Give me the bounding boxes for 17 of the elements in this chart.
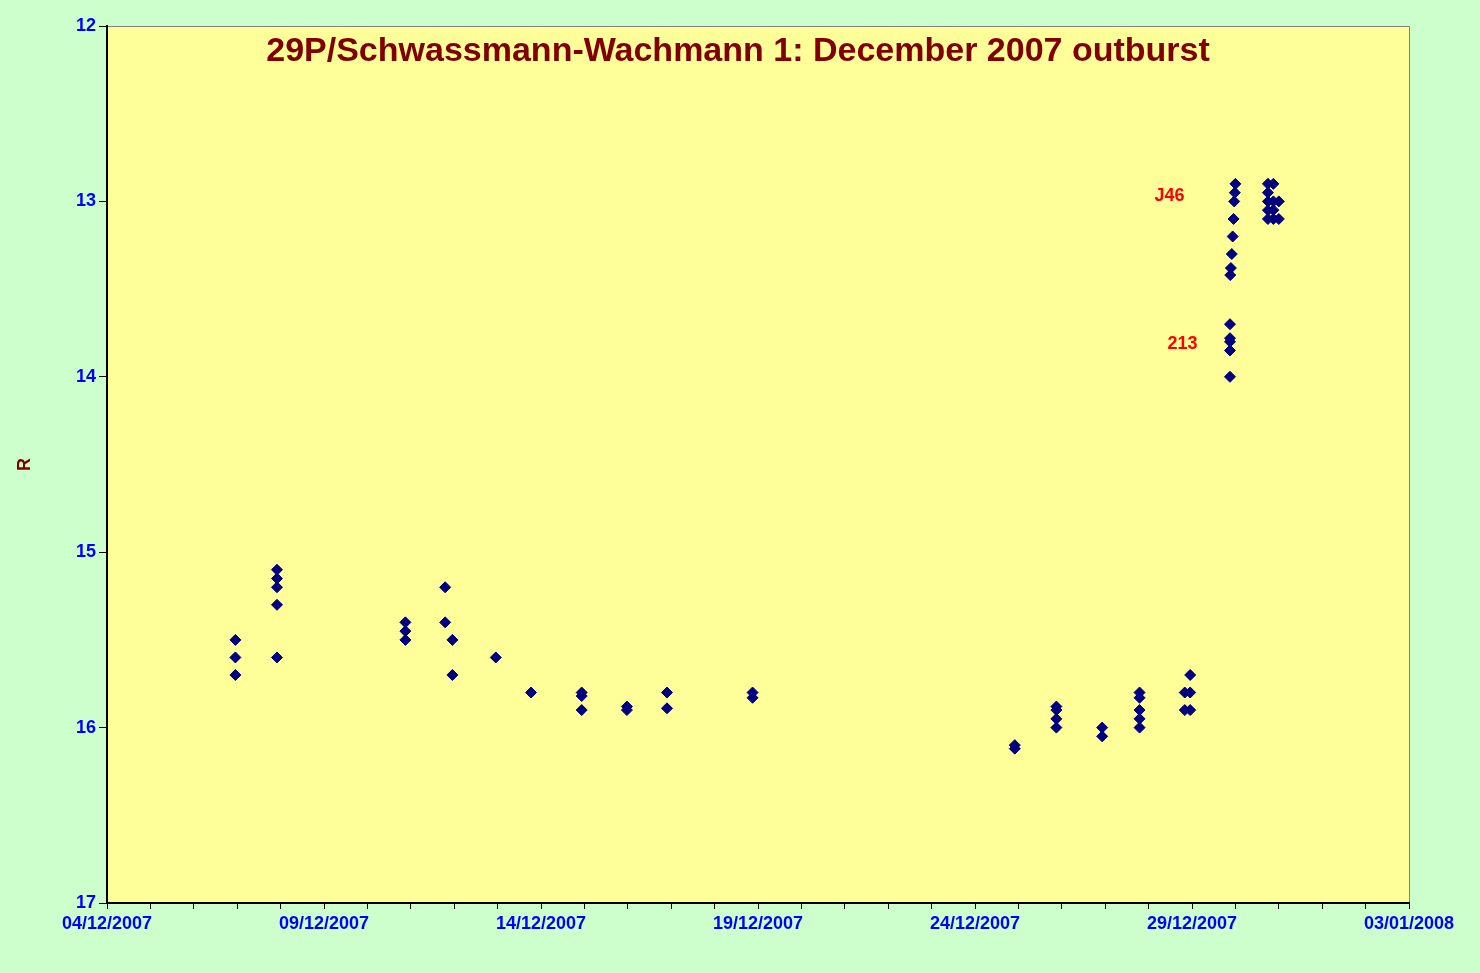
y-axis-title: R: [13, 458, 34, 471]
x-tick-label: 03/01/2008: [1363, 912, 1455, 933]
x-tick-label: 09/12/2007: [278, 912, 370, 933]
x-tick-label: 24/12/2007: [929, 912, 1021, 933]
x-tick-label: 04/12/2007: [61, 912, 153, 933]
y-tick-label: 16: [75, 716, 96, 737]
y-tick-label: 13: [75, 190, 96, 211]
annotation: J46: [1154, 185, 1185, 206]
annotation: 213: [1167, 333, 1198, 354]
y-tick-label: 12: [75, 14, 96, 35]
x-tick-label: 19/12/2007: [712, 912, 804, 933]
y-tick-label: 17: [75, 891, 96, 912]
x-tick-label: 29/12/2007: [1146, 912, 1238, 933]
x-tick-label: 14/12/2007: [495, 912, 587, 933]
y-tick-label: 15: [75, 541, 96, 562]
y-tick-label: 14: [75, 365, 96, 386]
chart-title: 29P/Schwassmann-Wachmann 1: December 2007 outburst: [266, 30, 1210, 69]
